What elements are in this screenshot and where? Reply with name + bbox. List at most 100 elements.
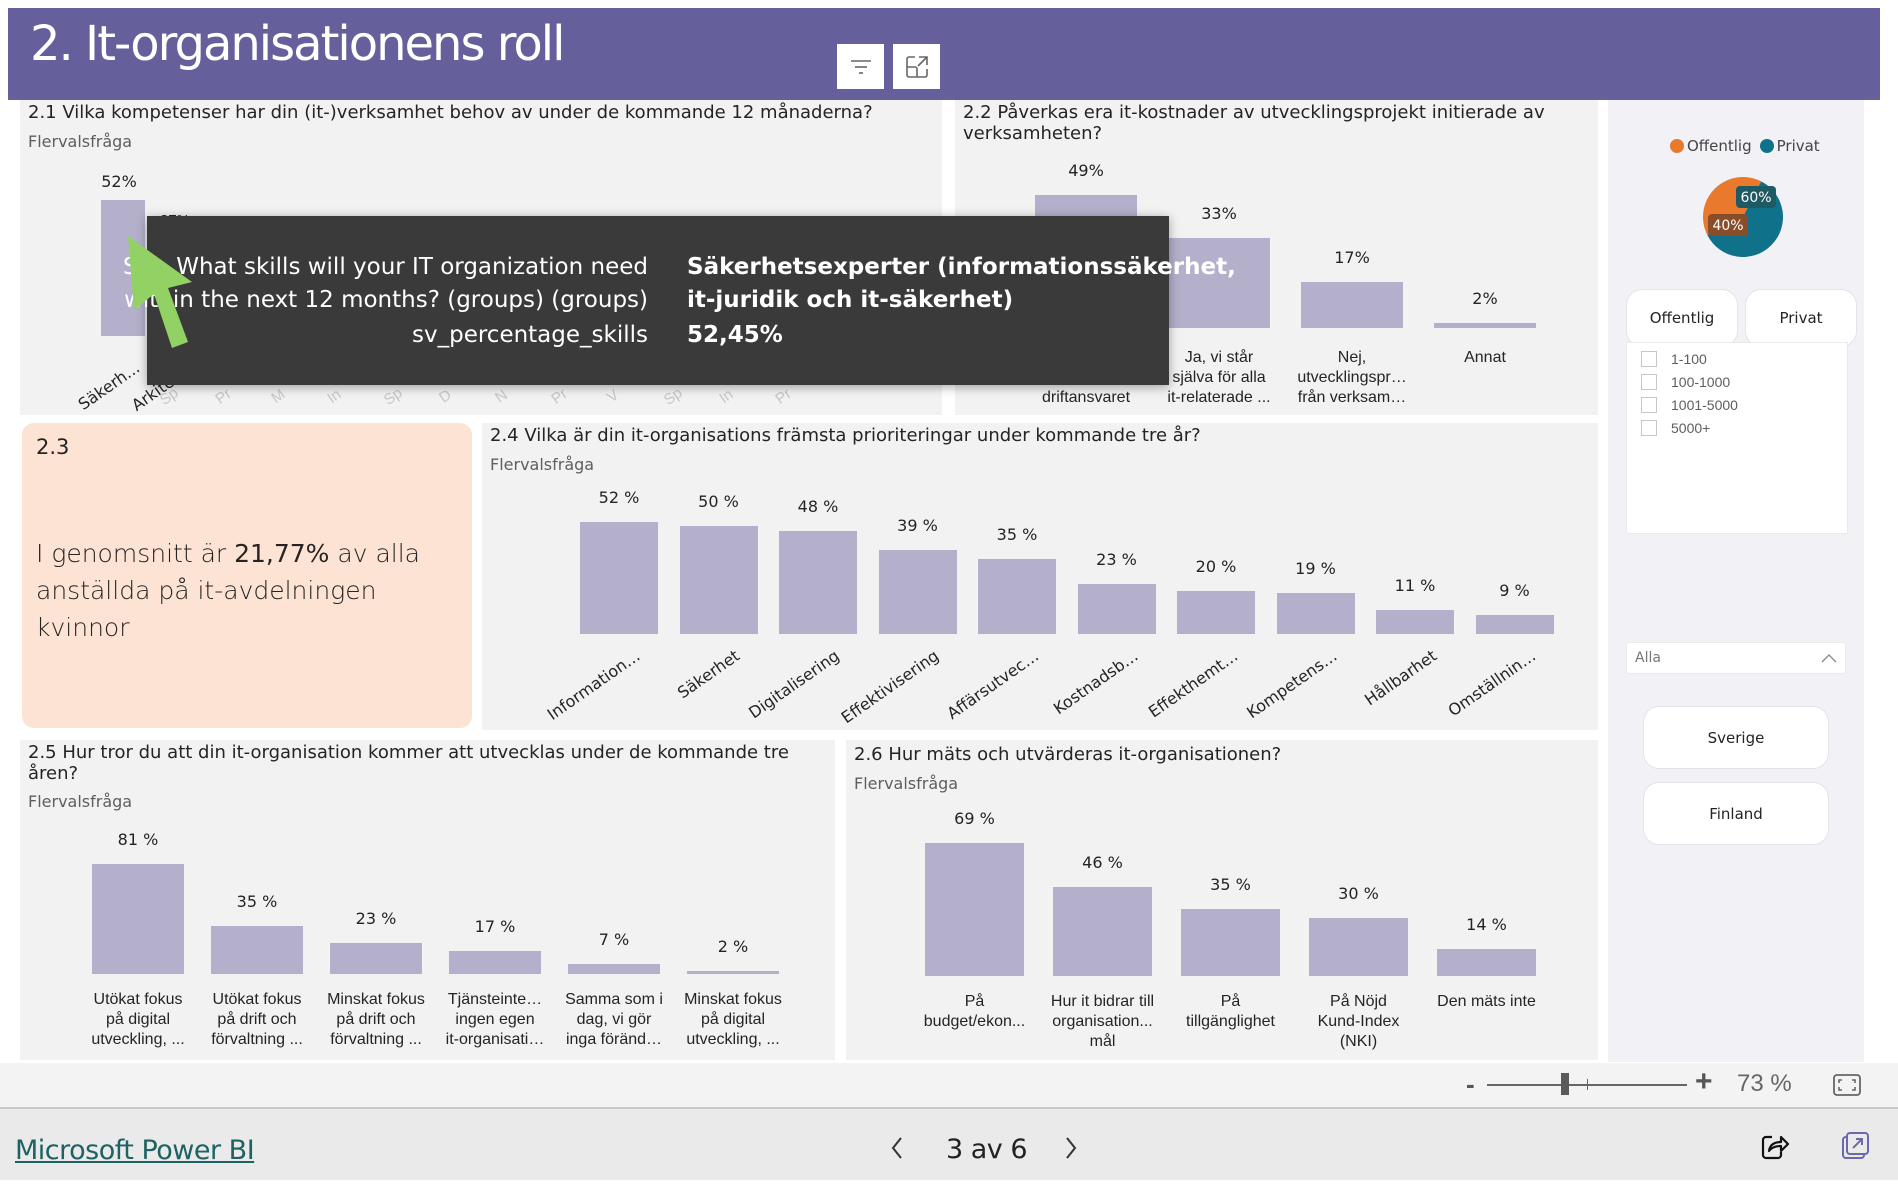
x-tick-label-line: förvaltning ...	[211, 1031, 303, 1048]
occluded-x-tick-label: In	[716, 385, 737, 408]
pie-value-label: 40%	[1712, 218, 1743, 234]
bar[interactable]	[1475, 614, 1554, 634]
bar[interactable]	[1434, 322, 1536, 328]
chart-title: 2.5 Hur tror du att din it-organisation …	[28, 742, 789, 784]
bar-value-label: 20 %	[1195, 556, 1237, 576]
bar[interactable]	[1437, 949, 1536, 976]
x-tick-label-line: organisation...	[1052, 1013, 1153, 1030]
card-highlight-value: 21,77%	[234, 539, 330, 568]
country-button-finland[interactable]: Finland	[1643, 782, 1829, 845]
zoom-in-button[interactable]: +	[1695, 1065, 1713, 1098]
bar[interactable]	[1276, 593, 1355, 634]
fit-to-page-icon[interactable]	[1833, 1073, 1861, 1097]
power-bi-link[interactable]: Microsoft Power BI	[15, 1135, 255, 1166]
focus-mode-button[interactable]	[893, 44, 940, 89]
tooltip-key: SV - What skills will your IT organizati…	[122, 254, 648, 280]
chart-plot-area: 81 % Utökat fokus på digital utveckling, ..…	[20, 740, 835, 1060]
x-tick-label: Hur it bidrar till organisation... mål	[1033, 992, 1173, 1052]
bar[interactable]	[1053, 887, 1152, 976]
pie-label-bg	[1736, 186, 1776, 208]
filter-icon	[850, 59, 871, 74]
bar-value-label: 39 %	[897, 516, 938, 535]
bar-value-label: 50 %	[698, 492, 739, 512]
bar-value-label: 17%	[1334, 247, 1370, 267]
bar[interactable]	[1301, 281, 1403, 328]
country-button-sverige[interactable]: Sverige	[1643, 706, 1829, 769]
x-tick-label-line: inga föränd…	[565, 1031, 663, 1048]
size-dropdown[interactable]: Alla	[1626, 642, 1846, 674]
zoom-slider-tick	[1587, 1079, 1588, 1090]
x-tick-label-line: ingen egen	[455, 1011, 535, 1028]
bar-value-label: 17 %	[474, 916, 516, 936]
sector-button-offentlig[interactable]: Offentlig	[1626, 289, 1738, 347]
x-tick-label-line: Utökat fokus	[212, 991, 302, 1008]
bar[interactable]	[978, 558, 1056, 634]
sector-button-privat[interactable]: Privat	[1745, 289, 1857, 347]
share-icon[interactable]	[1760, 1131, 1790, 1161]
x-tick-label-line: Den mäts inte	[1437, 993, 1536, 1010]
bar[interactable]	[92, 864, 184, 974]
x-tick-label-line: Minskat fokus	[327, 991, 425, 1008]
chevron-left-icon[interactable]	[889, 1135, 905, 1161]
chart-subtitle: Flervalsfråga	[28, 132, 133, 151]
page-title: 2. It-organisationens roll	[30, 16, 565, 72]
bar[interactable]	[330, 942, 422, 974]
size-option[interactable]: 1-100	[1641, 351, 1707, 367]
legend-swatch-privat	[1759, 139, 1774, 153]
chart-plot-area: 52 % Information… 50 % Säkerhet 48 % Digitali…	[482, 423, 1598, 730]
report-header	[8, 8, 1880, 100]
x-tick-label-line: på drift och	[336, 1011, 416, 1028]
x-tick-label: Säkerhet	[674, 646, 744, 703]
x-tick-label-line: Utökat fokus	[93, 991, 183, 1008]
bar-value-label: 81 %	[117, 830, 159, 849]
filter-button[interactable]	[837, 44, 884, 89]
x-tick-label: Affärsutvec…	[943, 646, 1042, 724]
size-option-label: 100-1000	[1671, 374, 1731, 390]
bar[interactable]	[1168, 238, 1270, 328]
chevron-right-icon[interactable]	[1063, 1135, 1079, 1161]
card-text-before: I genomsnitt är	[36, 539, 235, 568]
bar[interactable]	[580, 522, 658, 634]
size-option[interactable]: 5000+	[1641, 420, 1710, 436]
occluded-x-tick-label: Sp	[660, 384, 686, 409]
bar[interactable]	[679, 526, 758, 634]
size-option[interactable]: 100-1000	[1641, 374, 1730, 390]
x-tick-label-line: på drift och	[217, 1011, 297, 1028]
bar-value-label: 46 %	[1082, 853, 1123, 873]
tooltip-value: it-juridik och it-säkerhet)	[687, 287, 1014, 313]
bar[interactable]	[1181, 908, 1280, 976]
checkbox[interactable]	[1641, 420, 1657, 436]
open-in-new-window-icon[interactable]	[1840, 1131, 1870, 1161]
zoom-slider-thumb[interactable]	[1561, 1073, 1570, 1095]
x-tick-label-line: Ja, vi står	[1184, 349, 1254, 366]
x-tick-label-line: Samma som i	[565, 991, 663, 1008]
bar[interactable]	[779, 530, 857, 634]
bar[interactable]	[1177, 590, 1255, 634]
chart-tooltip: SV - What skills will your IT organizati…	[123, 216, 1236, 385]
checkbox[interactable]	[1641, 397, 1657, 413]
checkbox[interactable]	[1641, 351, 1657, 367]
bar[interactable]	[1376, 610, 1454, 634]
bar[interactable]	[449, 950, 541, 974]
zoom-out-button[interactable]: -	[1466, 1069, 1475, 1099]
sector-pie-chart[interactable]: 40% 60%	[1698, 172, 1788, 262]
x-tick-label-line: på digital	[105, 1011, 171, 1028]
bar[interactable]	[211, 926, 303, 974]
bar[interactable]	[925, 843, 1024, 976]
occluded-x-tick-label: M	[268, 385, 289, 408]
bar[interactable]	[1309, 918, 1408, 976]
pie-legend: Offentlig Privat	[1670, 137, 1820, 155]
x-tick-label-line: Minskat fokus	[684, 991, 782, 1008]
tooltip-value: 52,45%	[687, 322, 783, 348]
x-tick-label: Hållbarhet	[1360, 646, 1440, 710]
x-tick-label: Den mäts inte	[1417, 992, 1557, 1012]
size-slicer-list: 1-100 100-1000 1001-5000 5000+	[1626, 342, 1848, 534]
bar[interactable]	[687, 971, 779, 975]
size-option-label: 1-100	[1671, 351, 1707, 367]
x-tick-label-line: förvaltning ...	[330, 1031, 422, 1048]
bar[interactable]	[568, 964, 660, 974]
size-option[interactable]: 1001-5000	[1641, 397, 1738, 413]
bar[interactable]	[1077, 584, 1156, 634]
checkbox[interactable]	[1641, 374, 1657, 390]
bar[interactable]	[878, 550, 957, 634]
